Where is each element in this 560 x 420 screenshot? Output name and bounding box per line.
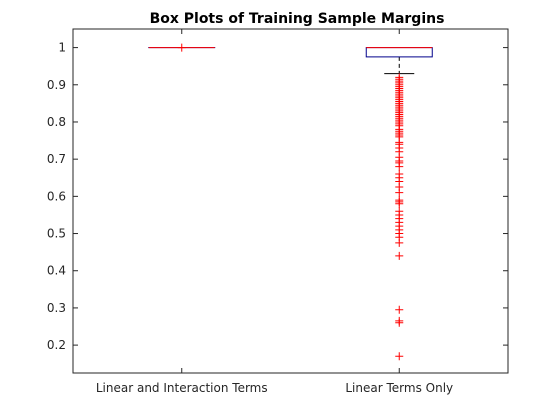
outlier-marker	[395, 199, 404, 208]
outlier-marker	[395, 162, 404, 171]
y-tick-label: 0.2	[47, 338, 66, 352]
y-tick-label: 0.6	[47, 189, 66, 203]
y-tick-label: 0.9	[47, 78, 66, 92]
y-tick-label: 0.8	[47, 115, 66, 129]
outlier-marker	[395, 352, 404, 361]
outlier-marker	[395, 238, 404, 247]
outlier-marker	[395, 188, 404, 197]
outlier-marker	[395, 318, 404, 327]
outlier-marker	[395, 251, 404, 260]
y-tick-label: 0.7	[47, 152, 66, 166]
x-tick-label: Linear and Interaction Terms	[96, 381, 268, 395]
y-tick-label: 0.5	[47, 227, 66, 241]
chart-title: Box Plots of Training Sample Margins	[150, 11, 445, 27]
outlier-marker	[395, 305, 404, 314]
axes-frame	[72, 28, 509, 374]
x-tick-label: Linear Terms Only	[345, 381, 453, 395]
y-tick-label: 1	[58, 41, 66, 55]
outlier-marker	[177, 43, 186, 52]
y-tick-label: 0.4	[47, 264, 66, 278]
y-tick-label: 0.3	[47, 301, 66, 315]
box-iqr	[365, 47, 433, 58]
